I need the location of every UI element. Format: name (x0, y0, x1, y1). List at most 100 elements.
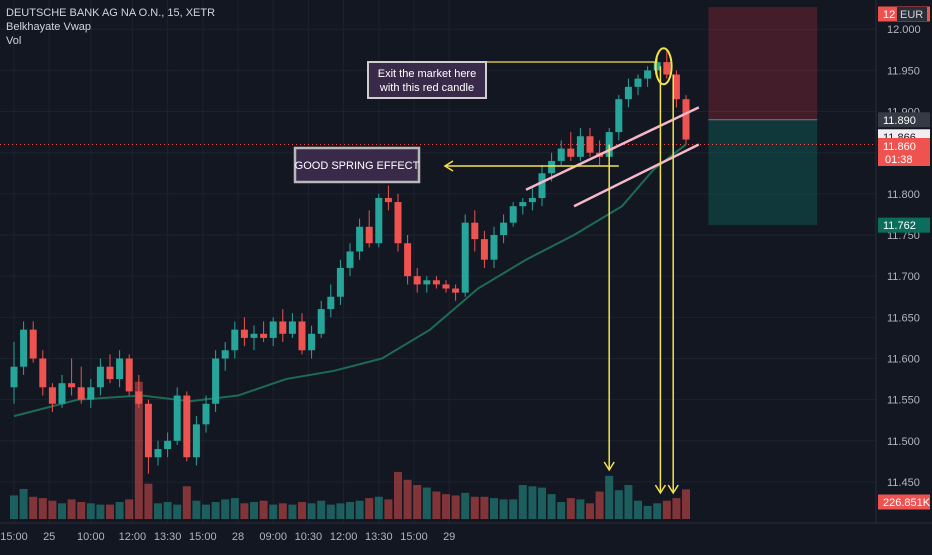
candle (423, 276, 431, 293)
indicator-vol-label[interactable]: Vol (6, 35, 22, 47)
volume-bar (432, 491, 441, 519)
candle-body (480, 239, 488, 260)
candle-body (192, 424, 200, 458)
volume-bar (518, 485, 527, 519)
currency-badge-bg (897, 7, 927, 21)
arrow-down-2-head (654, 484, 667, 495)
candle (298, 313, 306, 355)
price-tick-label: 11.600 (887, 353, 920, 365)
chart-legend: DEUTSCHE BANK AG NA O.N., 15, XETR Belkh… (6, 6, 215, 48)
candle-body (624, 86, 632, 100)
candle (644, 66, 652, 87)
price-tick-label: 11.650 (887, 312, 920, 324)
candle (29, 321, 37, 363)
candle (154, 440, 162, 466)
candle (672, 70, 680, 108)
volume-bar (422, 487, 431, 519)
candle-body (240, 329, 248, 338)
candle-body (77, 387, 85, 400)
volume-bar (259, 500, 268, 519)
time-axis-bg (0, 523, 932, 550)
volume-bar (317, 500, 326, 519)
arrow-left-head (443, 160, 454, 172)
price-badge-entry-bg (878, 112, 930, 128)
price-tick-label: 11.700 (887, 271, 920, 283)
candle-body (519, 202, 527, 207)
volume-bar (326, 504, 335, 519)
candle (77, 366, 85, 404)
candle (288, 313, 296, 338)
volume-bar (29, 496, 38, 519)
candle (68, 358, 76, 396)
candle (624, 78, 632, 108)
time-tick-label: 15:00 (0, 531, 28, 543)
candle-body (538, 173, 546, 198)
volume-bar (576, 499, 585, 519)
candle-body (20, 329, 28, 367)
candle-body (269, 321, 277, 338)
candle-body (96, 366, 104, 388)
candle (87, 379, 95, 408)
candle-body (135, 391, 143, 404)
price-badge-last-bg (878, 138, 930, 166)
volume-bar (298, 502, 306, 519)
time-tick-label: 13:30 (154, 531, 182, 543)
candle-body (58, 383, 66, 404)
candle-body (231, 329, 239, 351)
candle (375, 193, 383, 248)
channel-upper-line (525, 106, 700, 191)
volume-bar (595, 491, 604, 519)
candle-body (653, 62, 661, 71)
candle (384, 185, 392, 211)
time-tick-label: 25 (43, 531, 55, 543)
time-tick-label: 29 (443, 531, 455, 543)
candle-body (260, 333, 268, 338)
candle (20, 321, 28, 375)
candle-body (106, 366, 114, 380)
candle (528, 185, 536, 211)
vwap-layer (13, 143, 687, 418)
volume-bar (442, 494, 450, 519)
volume-bar (528, 486, 537, 519)
candle (192, 416, 200, 466)
volume-bar (278, 503, 287, 519)
candle-body (346, 251, 354, 268)
indicator-vwap-label[interactable]: Belkhayate Vwap (6, 21, 91, 33)
candle (279, 309, 287, 343)
candle-body (365, 226, 373, 244)
volume-bar (672, 498, 681, 519)
candle (404, 235, 412, 285)
volume-bar (365, 498, 374, 519)
candle-body (154, 449, 162, 458)
volume-bar (115, 502, 124, 519)
candle (317, 300, 325, 338)
candle-body (10, 366, 18, 388)
candle-body (404, 243, 412, 277)
volume-bar (77, 502, 86, 519)
volume-bar (106, 504, 114, 519)
symbol-line[interactable]: DEUTSCHE BANK AG NA O.N., 15, XETR (6, 7, 216, 19)
price-tick-label: 11.550 (887, 395, 920, 407)
candle (413, 267, 421, 293)
candle (39, 350, 47, 396)
volume-bar (374, 496, 383, 519)
volume-bar (653, 503, 662, 519)
volume-bar (451, 495, 460, 519)
candle (250, 325, 258, 351)
candle (663, 49, 671, 79)
candle-body (279, 321, 287, 334)
candle-body (87, 387, 95, 400)
volume-bar (163, 502, 172, 519)
currency-badge: EUR (900, 9, 923, 21)
candle-body (125, 358, 133, 392)
candle-body (586, 136, 594, 153)
volume-bar (394, 471, 402, 519)
volume-bar (240, 503, 249, 519)
candle-body (576, 136, 584, 157)
price-badge-last: 11.860 (883, 141, 916, 153)
volume-bar (586, 503, 594, 519)
candle (173, 387, 181, 445)
candle (452, 284, 460, 301)
